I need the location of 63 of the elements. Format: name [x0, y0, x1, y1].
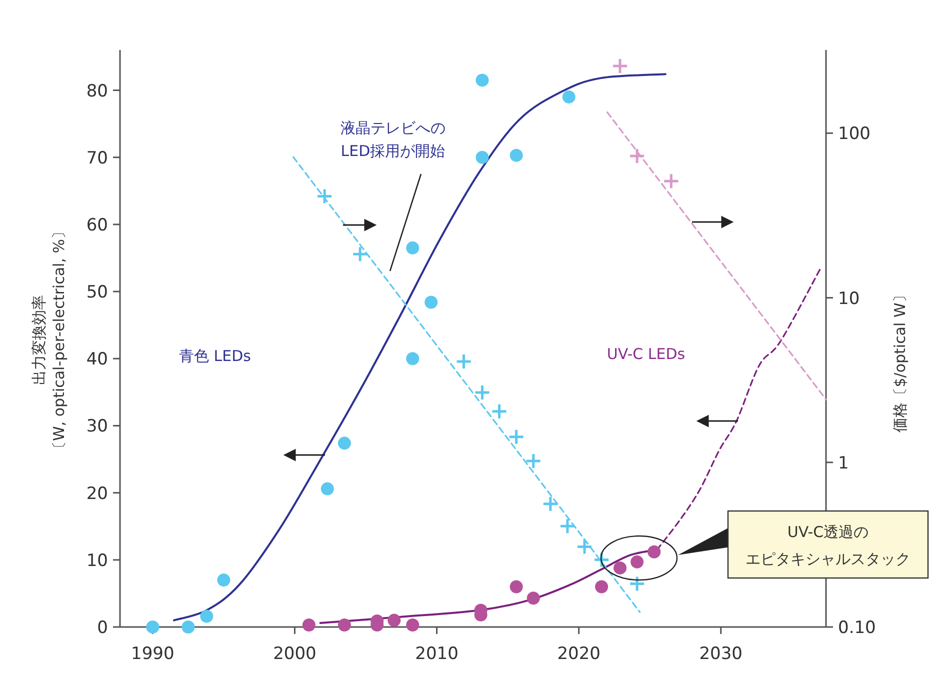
point: [628, 576, 646, 592]
point: [388, 614, 401, 627]
point: [576, 538, 593, 556]
x-tick-label: 2010: [415, 644, 458, 664]
y2-tick-label: 10: [838, 288, 860, 309]
y-tick-label: 60: [86, 215, 108, 236]
point: [595, 580, 608, 594]
point: [648, 545, 661, 558]
point: [146, 620, 160, 634]
y-tick-label: 30: [86, 416, 108, 437]
y-tick-label: 80: [86, 81, 108, 102]
point: [406, 352, 420, 366]
point: [476, 74, 489, 87]
point: [508, 428, 525, 446]
y-tick-label: 10: [86, 550, 108, 571]
point: [630, 555, 644, 568]
point: [491, 403, 508, 420]
point: [424, 296, 438, 309]
point: [614, 561, 627, 574]
y-axis-title: 出力変換効率〔W, optical-per-electrical, %〕: [30, 224, 68, 456]
x-tick-label: 2030: [699, 644, 743, 664]
annotation: UV-C透過の: [787, 523, 869, 541]
point: [476, 150, 489, 164]
y-tick-label: 70: [86, 148, 108, 168]
point: [562, 90, 576, 104]
point: [352, 246, 368, 262]
point: [338, 618, 351, 632]
point: [525, 452, 542, 470]
y2-tick-label: 0.10: [838, 618, 876, 638]
point: [474, 384, 490, 401]
y-tick-label: 20: [86, 484, 108, 504]
y-tick-label: 0: [97, 618, 108, 638]
point: [612, 58, 628, 74]
x-tick-label: 1990: [131, 644, 174, 664]
point: [406, 241, 420, 254]
point: [456, 353, 472, 370]
point: [338, 436, 351, 450]
y2-axis-title: 価格〔$/optical W〕: [891, 288, 909, 432]
y-tick-label: 40: [86, 350, 108, 370]
annotation: エピタキシャルスタック: [746, 550, 910, 568]
point: [559, 518, 576, 534]
annotation: 青色 LEDs: [179, 347, 252, 365]
point: [200, 610, 214, 623]
annotation: UV-C LEDs: [606, 345, 686, 363]
y-tick-label: 50: [86, 282, 108, 303]
point: [662, 172, 680, 190]
point: [406, 618, 420, 632]
x-tick-label: 2020: [557, 644, 600, 664]
x-tick-label: 2000: [273, 644, 316, 664]
point: [628, 148, 646, 164]
point: [302, 618, 316, 632]
point: [320, 482, 334, 496]
point: [316, 188, 333, 204]
point: [526, 592, 540, 605]
y2-tick-label: 100: [838, 124, 870, 144]
point: [217, 574, 230, 587]
point: [542, 496, 559, 512]
point: [510, 148, 523, 162]
annotation: 液晶テレビへの: [340, 119, 446, 137]
point: [182, 620, 195, 634]
y2-tick-label: 1: [838, 453, 849, 474]
annotation: LED採用が開始: [340, 142, 446, 160]
point: [510, 580, 523, 594]
